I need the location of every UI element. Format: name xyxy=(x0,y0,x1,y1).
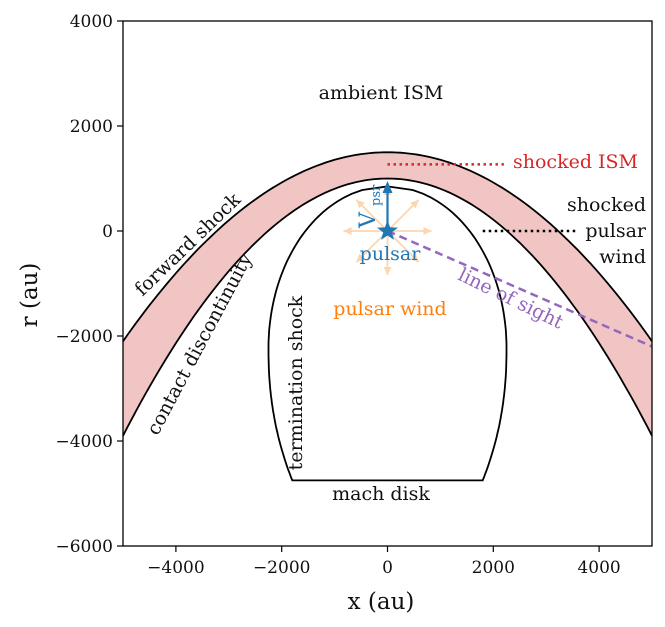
y-tick-label: −2000 xyxy=(55,327,113,347)
x-tick-label: 2000 xyxy=(472,558,515,578)
velocity-label-subscript: psr xyxy=(369,184,384,206)
x-tick-label: 0 xyxy=(382,558,393,578)
shocked-wind-label-2: pulsar xyxy=(585,220,647,242)
x-axis-label: x (au) xyxy=(348,589,415,615)
y-tick-label: −6000 xyxy=(55,537,113,557)
termination-shock-curve xyxy=(267,185,508,482)
x-tick-label: −2000 xyxy=(253,558,311,578)
y-axis-label: r (au) xyxy=(17,263,43,328)
x-tick-label: 4000 xyxy=(577,558,620,578)
shocked-wind-label-1: shocked xyxy=(567,194,646,216)
termination-shock-label: termination shock xyxy=(285,295,307,470)
pulsar-wind-label: pulsar wind xyxy=(333,298,446,320)
y-tick-label: −4000 xyxy=(55,432,113,452)
velocity-label-main: V xyxy=(356,211,381,229)
shocked-ism-label: shocked ISM xyxy=(513,151,638,173)
pulsar-velocity-arrow xyxy=(382,181,393,225)
mach-disk-label: mach disk xyxy=(332,483,430,505)
line-of-sight-line xyxy=(386,229,653,348)
forward-shock-curve xyxy=(122,151,653,342)
y-tick-label: 4000 xyxy=(70,12,113,32)
axis-ticks: −4000 −2000 0 2000 4000 −6000 −4000 −2000 0 2000 4… xyxy=(55,12,620,578)
y-tick-label: 0 xyxy=(102,222,113,242)
x-tick-label: −4000 xyxy=(147,558,205,578)
shocked-ism-region xyxy=(123,152,652,436)
shocked-wind-label-3: wind xyxy=(599,246,646,268)
pulsar-star-icon xyxy=(377,220,398,240)
ambient-ism-label: ambient ISM xyxy=(319,82,444,104)
y-tick-label: 2000 xyxy=(70,117,113,137)
contact-discontinuity-curve xyxy=(122,177,653,437)
velocity-label: V psr xyxy=(356,184,384,229)
pulsar-label: pulsar xyxy=(360,243,422,265)
